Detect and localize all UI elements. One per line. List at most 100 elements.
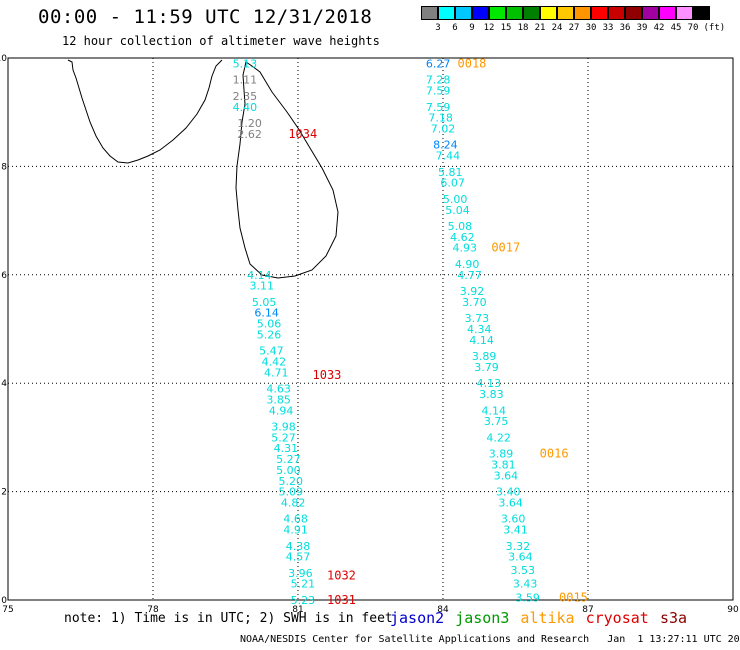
wave-height-value: 3.60 xyxy=(501,513,526,526)
wave-height-value: 7.59 xyxy=(426,101,451,114)
wave-height-value: 4.68 xyxy=(283,513,308,526)
wave-height-value: 7.28 xyxy=(426,74,451,87)
color-scale-label: 36 xyxy=(619,23,631,33)
x-tick-label: 75 xyxy=(2,605,13,615)
wave-height-value: 3.41 xyxy=(503,524,528,537)
altimeter-tracks: 5.23 5.213.96 1031 4.574.38 4.914.68 4.825.09… xyxy=(233,56,588,607)
pass-time-label: 0017 xyxy=(491,241,520,255)
color-scale-label: 9 xyxy=(469,23,475,33)
wave-height-value: 5.27 xyxy=(276,453,301,466)
color-scale-swatch xyxy=(506,6,523,20)
y-tick-label: 10 xyxy=(0,54,7,64)
color-scale-swatch xyxy=(472,6,489,20)
color-scale-label: 18 xyxy=(517,23,529,33)
wave-height-value: 7.02 xyxy=(431,122,456,135)
pass-time-label: 1034 xyxy=(288,127,317,141)
wave-height-value: 6.14 xyxy=(254,307,279,320)
legend-cryosat: cryosat xyxy=(585,609,649,627)
track-0016: 3.813.643.403.643.603.413.323.643.533.43… xyxy=(491,447,568,605)
color-scale-label: 24 xyxy=(551,23,563,33)
wave-height-value: 4.82 xyxy=(281,496,306,509)
wave-height-value: 4.31 xyxy=(274,442,299,455)
wave-height-value: 8.24 xyxy=(433,139,458,152)
wave-height-value: 3.40 xyxy=(496,486,521,499)
wave-height-value: 4.63 xyxy=(266,383,291,396)
track-0015: 0015 xyxy=(559,590,588,604)
y-tick-label: 8 xyxy=(1,162,7,172)
wave-height-value: 7.18 xyxy=(428,112,453,125)
axis-tick-labels: 75 78 81 84 87 90 0 2 4 6 8 10 xyxy=(0,54,739,615)
wave-height-value: 5.27 xyxy=(271,431,296,444)
color-scale-swatch xyxy=(455,6,472,20)
legend-s3a: s3a xyxy=(660,609,688,627)
wave-height-value: 3.79 xyxy=(474,361,499,374)
wave-height-value: 4.57 xyxy=(286,551,311,564)
color-scale-unit: (ft) xyxy=(703,23,726,33)
wave-height-value: 3.59 xyxy=(515,591,540,604)
wave-height-value: 5.20 xyxy=(279,475,304,488)
color-scale-swatch xyxy=(489,6,506,20)
wave-height-value: 4.14 xyxy=(469,334,494,347)
footer-credit: NOAA/NESDIS Center for Satellite Applica… xyxy=(240,634,740,645)
color-scale-label: 6 xyxy=(452,23,458,33)
wave-height-value: 5.23 xyxy=(291,594,316,607)
pass-time-label: 1031 xyxy=(327,593,356,607)
color-scale-swatch xyxy=(591,6,608,20)
wave-height-value: 3.32 xyxy=(506,540,531,553)
track-0017: 4.904.773.923.703.734.344.143.893.794.13… xyxy=(455,241,520,461)
page-title: 00:00 - 11:59 UTC 12/31/2018 xyxy=(38,6,373,28)
color-scale-label: 15 xyxy=(500,23,512,33)
coastline xyxy=(67,59,339,279)
wave-height-value: 4.93 xyxy=(453,242,478,255)
wave-height-value: 3.11 xyxy=(250,280,275,293)
wave-height-value: 5.05 xyxy=(252,296,277,309)
wave-height-value: 5.81 xyxy=(438,166,463,179)
wave-height-value: 3.64 xyxy=(498,496,523,509)
color-scale-label: 21 xyxy=(534,23,546,33)
pass-time-label: 1033 xyxy=(313,368,342,382)
x-tick-label: 78 xyxy=(147,605,159,615)
coastline-india xyxy=(67,59,223,164)
track-1033: 4.714.425.47 5.265.066.145.05 3.114.14 1033 xyxy=(247,269,341,382)
wave-height-value: 3.83 xyxy=(479,388,504,401)
wave-height-value: 4.22 xyxy=(486,431,511,444)
note-text: note: 1) Time is in UTC; 2) SWH is in fe… xyxy=(64,611,393,626)
wave-height-value: 4.14 xyxy=(482,404,507,417)
color-scale-label: 3 xyxy=(435,23,441,33)
wave-height-value: 7.44 xyxy=(436,150,461,163)
pass-time-label: 0016 xyxy=(540,447,569,461)
wave-height-value: 5.04 xyxy=(445,204,470,217)
color-scale-label: 33 xyxy=(602,23,614,33)
color-scale-swatch xyxy=(659,6,676,20)
wave-height-value: 3.53 xyxy=(511,564,536,577)
wave-height-value: 6.27 xyxy=(426,57,451,70)
color-scale-swatch xyxy=(557,6,574,20)
color-scale-swatch xyxy=(421,6,438,20)
x-tick-label: 81 xyxy=(292,605,303,615)
pass-time-label: 0018 xyxy=(458,56,487,70)
wave-height-value: 3.81 xyxy=(491,459,516,472)
wave-height-value: 4.14 xyxy=(247,269,272,282)
wave-height-value: 2.35 xyxy=(233,90,258,103)
color-scale-label: 27 xyxy=(568,23,580,33)
y-tick-label: 0 xyxy=(1,596,7,606)
wave-height-value: 4.38 xyxy=(286,540,311,553)
color-scale-swatch xyxy=(540,6,557,20)
color-scale-swatch xyxy=(438,6,455,20)
y-tick-label: 4 xyxy=(1,379,7,389)
y-tick-label: 6 xyxy=(1,271,7,281)
wave-height-value: 5.47 xyxy=(259,345,284,358)
wave-height-value: 4.13 xyxy=(477,377,502,390)
wave-height-value: 4.40 xyxy=(233,101,258,114)
wave-height-value: 4.42 xyxy=(262,356,287,369)
color-scale-swatch xyxy=(574,6,591,20)
legend-jason2: jason2 xyxy=(390,609,445,627)
wave-height-value: 7.59 xyxy=(426,85,451,98)
track-0018: 6.277.287.597.597.187.028.247.445.816.07… xyxy=(426,56,486,254)
wave-height-value: 4.77 xyxy=(457,269,482,282)
color-scale-label: 70 xyxy=(687,23,699,33)
x-tick-label: 87 xyxy=(582,605,593,615)
wave-height-value: 3.43 xyxy=(513,578,538,591)
page-subtitle: 12 hour collection of altimeter wave hei… xyxy=(62,34,380,48)
wave-height-value: 3.98 xyxy=(271,421,296,434)
